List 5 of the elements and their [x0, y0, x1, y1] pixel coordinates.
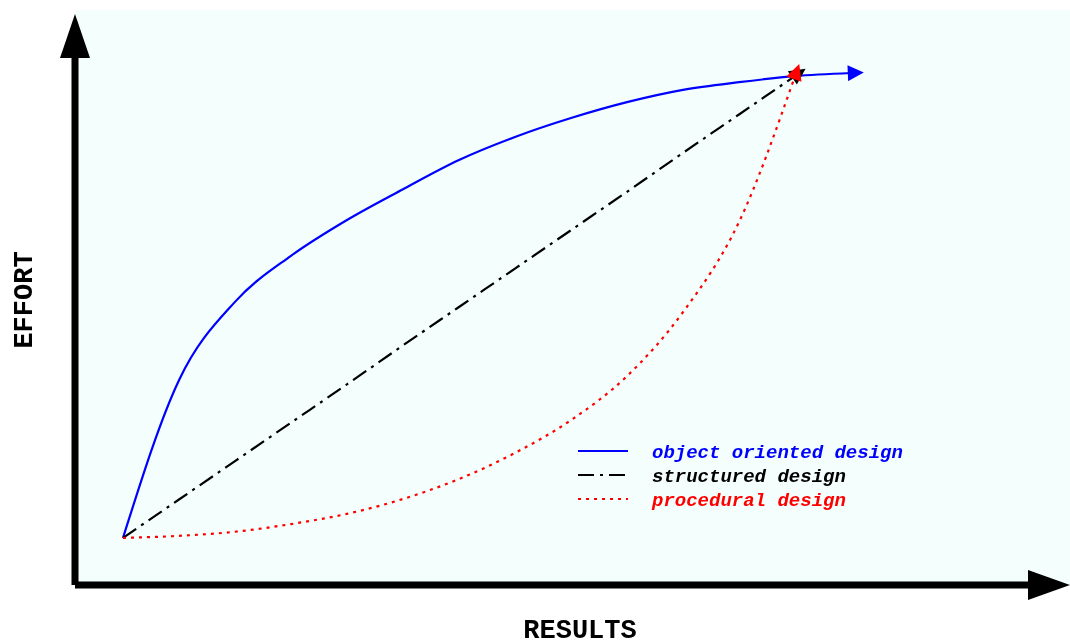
legend-label: structured design	[652, 466, 846, 488]
x-axis-title: RESULTS	[523, 616, 637, 641]
legend-label: object oriented design	[652, 442, 903, 464]
legend-label: procedural design	[651, 490, 846, 512]
y-axis-title: EFFORT	[10, 251, 40, 349]
